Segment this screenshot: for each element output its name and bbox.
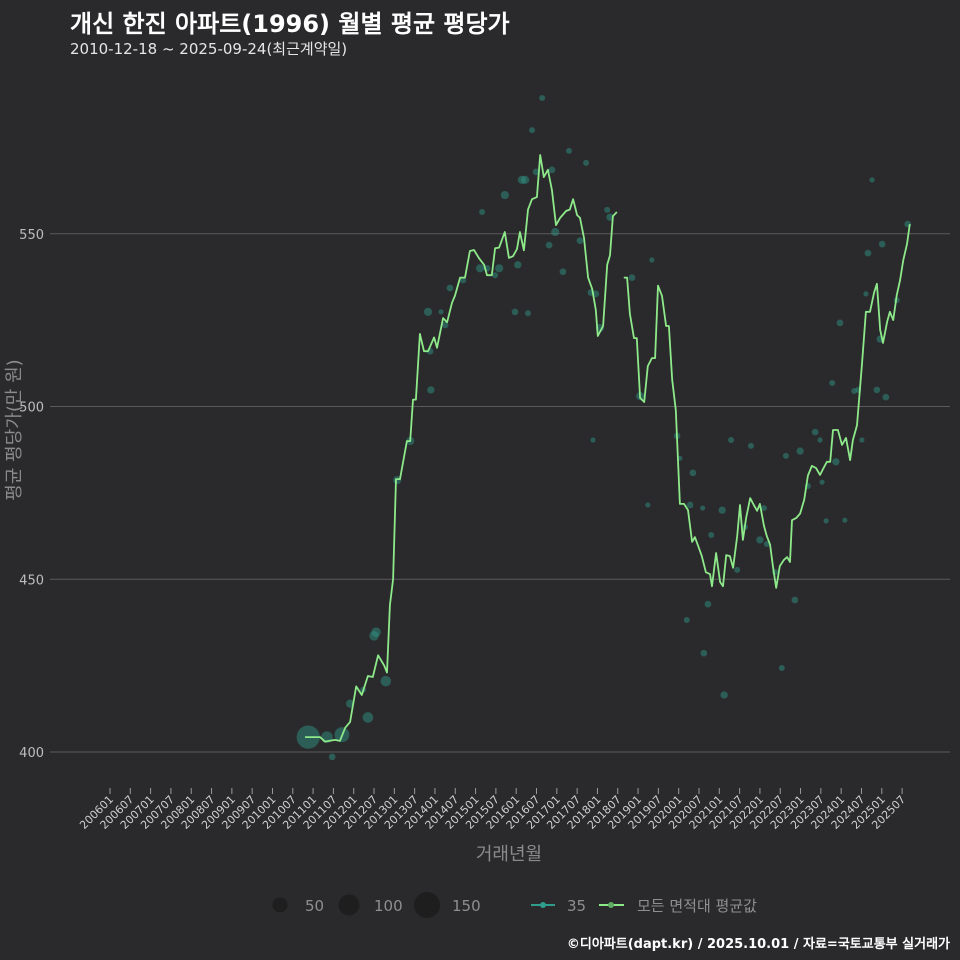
scatter-point bbox=[823, 518, 829, 524]
scatter-point bbox=[446, 284, 454, 292]
legend-35-point bbox=[540, 902, 546, 908]
scatter-point bbox=[796, 447, 804, 455]
scatter-point bbox=[811, 428, 819, 436]
legend-size-50-mark bbox=[272, 897, 288, 913]
scatter-point bbox=[700, 505, 706, 511]
scatter-point bbox=[380, 675, 392, 687]
y-tick-label: 450 bbox=[19, 573, 44, 588]
scatter-point bbox=[728, 437, 735, 444]
legend-average-label: 모든 면적대 평균값 bbox=[637, 897, 757, 915]
scatter-point bbox=[708, 532, 715, 539]
scatter-point bbox=[524, 310, 531, 317]
scatter-point bbox=[328, 753, 336, 761]
scatter-point bbox=[532, 168, 540, 176]
y-tick-label: 550 bbox=[19, 228, 44, 243]
scatter-point bbox=[720, 691, 728, 699]
scatter-point bbox=[718, 506, 726, 514]
scatter-point bbox=[863, 291, 869, 297]
scatter-point bbox=[559, 268, 567, 276]
chart-title: 개신 한진 아파트(1996) 월별 평균 평당가 bbox=[70, 10, 510, 38]
scatter-point bbox=[878, 240, 886, 248]
scatter-point bbox=[362, 712, 374, 723]
legend: 50 100 150 35 모든 면적대 평균값 bbox=[272, 892, 757, 918]
scatter-point bbox=[514, 261, 522, 269]
scatter-point bbox=[689, 469, 697, 477]
y-tick-label: 500 bbox=[19, 401, 44, 416]
scatter-point bbox=[521, 175, 530, 184]
y-tick-labels: 400 450 500 550 bbox=[19, 228, 44, 761]
scatter-point bbox=[511, 308, 519, 316]
scatter-point bbox=[441, 321, 449, 329]
scatter-point bbox=[778, 665, 785, 672]
scatter-point bbox=[517, 175, 526, 184]
scatter-point bbox=[864, 249, 872, 257]
scatter-point bbox=[423, 307, 433, 316]
scatter-point bbox=[539, 94, 546, 101]
scatter-point bbox=[869, 177, 875, 183]
x-axis-title: 거래년월 bbox=[476, 844, 542, 865]
scatter-point bbox=[479, 208, 486, 215]
y-tick-label: 400 bbox=[19, 746, 44, 761]
scatter-point bbox=[369, 631, 379, 641]
scatter-point bbox=[832, 458, 840, 466]
average-line-segment-2 bbox=[623, 223, 911, 589]
scatter-point bbox=[604, 206, 611, 213]
scatter-point bbox=[500, 190, 509, 200]
scatter-point bbox=[492, 272, 499, 279]
legend-average-point bbox=[608, 902, 614, 908]
scatter-point bbox=[791, 596, 799, 604]
scatter-point bbox=[882, 393, 890, 401]
scatter-point bbox=[782, 452, 789, 459]
scatter-point bbox=[475, 264, 485, 273]
legend-size-50-label: 50 bbox=[305, 897, 324, 915]
scatter-point bbox=[700, 649, 708, 657]
scatter-point bbox=[548, 166, 556, 174]
scatter-point bbox=[529, 127, 536, 134]
scatter-point bbox=[836, 319, 844, 327]
scatter-point bbox=[819, 479, 825, 485]
legend-size-100-label: 100 bbox=[374, 897, 403, 915]
grid-lines bbox=[50, 233, 950, 753]
scatter-series-35 bbox=[296, 94, 912, 761]
scatter-point bbox=[495, 264, 504, 273]
scatter-point bbox=[851, 387, 858, 394]
scatter-point bbox=[686, 501, 694, 509]
line-series-average bbox=[305, 154, 911, 743]
scatter-point bbox=[873, 386, 881, 394]
scatter-point bbox=[427, 386, 435, 394]
scatter-point bbox=[704, 600, 712, 608]
scatter-point bbox=[576, 237, 584, 245]
scatter-point bbox=[583, 159, 590, 166]
scatter-point bbox=[371, 627, 381, 637]
average-line-segment-1 bbox=[305, 154, 618, 743]
scatter-point bbox=[842, 517, 848, 523]
source-footer: ©디아파트(dapt.kr) / 2025.10.01 / 자료=국토교통부 실… bbox=[566, 937, 950, 952]
scatter-point bbox=[734, 566, 741, 573]
scatter-point bbox=[645, 502, 651, 508]
legend-size-150-label: 150 bbox=[452, 897, 481, 915]
scatter-point bbox=[760, 505, 767, 512]
scatter-point bbox=[628, 274, 636, 281]
scatter-point bbox=[683, 617, 690, 624]
scatter-point bbox=[859, 437, 865, 443]
scatter-point bbox=[566, 147, 573, 154]
scatter-point bbox=[545, 241, 553, 249]
scatter-point bbox=[747, 442, 754, 449]
legend-35-label: 35 bbox=[567, 897, 586, 915]
legend-size-100-mark bbox=[338, 894, 360, 916]
scatter-point bbox=[590, 437, 596, 443]
scatter-point bbox=[756, 536, 764, 544]
y-axis-title: 평균 평당가(만 원) bbox=[4, 359, 25, 500]
scatter-point bbox=[551, 227, 560, 237]
scatter-point bbox=[649, 257, 655, 263]
scatter-point bbox=[438, 309, 444, 315]
chart-subtitle: 2010-12-18 ~ 2025-09-24(최근계약일) bbox=[70, 40, 348, 58]
legend-size-150-mark bbox=[414, 892, 440, 918]
scatter-point bbox=[817, 437, 823, 443]
x-ticks: 2006012006072007012007072008012008072009… bbox=[77, 788, 908, 832]
scatter-point bbox=[829, 380, 836, 387]
